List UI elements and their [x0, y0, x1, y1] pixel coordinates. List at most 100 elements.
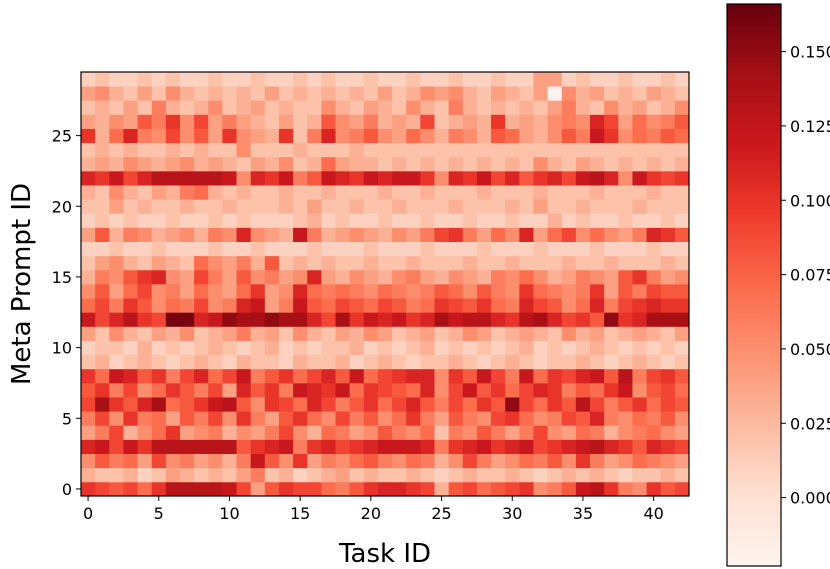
heatmap-cell: [448, 128, 464, 144]
heatmap-cell: [519, 411, 534, 426]
heatmap-cell: [434, 170, 450, 186]
heatmap-cell: [476, 128, 492, 144]
heatmap-cell: [137, 284, 153, 299]
heatmap-cell: [420, 439, 435, 454]
heatmap-cell: [604, 185, 619, 200]
heatmap-cell: [81, 100, 96, 115]
heatmap-cell: [123, 114, 138, 129]
heatmap-cell: [561, 185, 577, 200]
heatmap-cell: [349, 382, 365, 398]
heatmap-cell: [420, 326, 435, 341]
heatmap-cell: [646, 439, 662, 454]
heatmap-cell: [646, 453, 662, 469]
heatmap-cell: [674, 481, 690, 497]
heatmap-cell: [491, 284, 506, 299]
heatmap-cell: [307, 199, 322, 214]
x-tick-label: 10: [219, 504, 239, 523]
heatmap-cell: [406, 382, 421, 398]
heatmap-cell: [448, 298, 464, 313]
heatmap-cell: [561, 241, 577, 257]
heatmap-cell: [618, 269, 633, 285]
heatmap-cell: [349, 298, 365, 313]
heatmap-cell: [349, 284, 365, 299]
heatmap-cell: [505, 481, 520, 497]
heatmap-cell: [194, 397, 209, 412]
heatmap-cell: [434, 326, 450, 341]
heatmap-cell: [123, 340, 138, 356]
heatmap-cell: [632, 156, 647, 172]
heatmap-cell: [137, 72, 153, 87]
heatmap-cell: [491, 100, 506, 115]
heatmap-cell: [307, 382, 322, 398]
heatmap-cell: [236, 170, 252, 186]
heatmap-cell: [377, 397, 393, 412]
heatmap-cell: [123, 128, 138, 144]
heatmap-cell: [660, 382, 676, 398]
heatmap-cell: [575, 411, 591, 426]
heatmap-cell: [349, 425, 365, 440]
heatmap-cell: [434, 185, 450, 200]
heatmap-cell: [377, 72, 393, 87]
heatmap-cell: [179, 467, 195, 483]
heatmap-cell: [618, 368, 633, 384]
heatmap-cell: [660, 411, 676, 426]
heatmap-cell: [646, 213, 662, 228]
heatmap-cell: [264, 382, 280, 398]
heatmap-cell: [462, 100, 478, 115]
heatmap-cell: [462, 298, 478, 313]
heatmap-cell: [519, 425, 534, 440]
heatmap-cell: [533, 86, 549, 101]
heatmap-cell: [95, 86, 110, 101]
heatmap-cell: [392, 213, 407, 228]
heatmap-cell: [109, 142, 124, 158]
heatmap-cell: [660, 284, 676, 299]
heatmap-cell: [236, 100, 252, 115]
heatmap-cell: [448, 156, 464, 172]
heatmap-cell: [533, 312, 549, 327]
heatmap-cell: [646, 354, 662, 370]
heatmap-cell: [208, 100, 223, 115]
heatmap-cell: [250, 100, 266, 115]
heatmap-cell: [420, 354, 435, 370]
heatmap-cell: [349, 411, 365, 426]
heatmap-cell: [434, 284, 450, 299]
heatmap-cell: [137, 354, 153, 370]
heatmap-cell: [293, 467, 308, 483]
heatmap-cell: [604, 142, 619, 158]
heatmap-cell: [236, 284, 252, 299]
heatmap-cell: [462, 170, 478, 186]
heatmap-cell: [109, 114, 124, 129]
heatmap-cell: [264, 397, 280, 412]
heatmap-cell: [491, 128, 506, 144]
heatmap-cell: [264, 368, 280, 384]
heatmap-cell: [646, 269, 662, 285]
heatmap-cell: [109, 100, 124, 115]
heatmap-cell: [179, 199, 195, 214]
heatmap-cell: [293, 156, 308, 172]
heatmap-cell: [547, 284, 563, 299]
heatmap-cell: [547, 397, 563, 412]
heatmap-cell: [575, 298, 591, 313]
heatmap-cell: [321, 340, 336, 356]
heatmap-cell: [547, 453, 563, 469]
heatmap-cell: [377, 411, 393, 426]
heatmap-cell: [618, 255, 633, 271]
heatmap-cell: [222, 354, 237, 370]
heatmap-cell: [632, 241, 647, 257]
heatmap-cell: [363, 354, 379, 370]
x-axis-label: Task ID: [338, 539, 431, 569]
heatmap-cell: [236, 411, 252, 426]
heatmap-cell: [236, 255, 252, 271]
heatmap-cell: [434, 298, 450, 313]
colorbar-tick-label: 0.000: [790, 489, 830, 508]
heatmap-cell: [646, 368, 662, 384]
heatmap-cell: [208, 156, 223, 172]
heatmap-cell: [420, 312, 435, 327]
heatmap-cell: [561, 86, 577, 101]
heatmap-cell: [420, 397, 435, 412]
heatmap-cell: [95, 284, 110, 299]
heatmap-cell: [561, 326, 577, 341]
heatmap-cell: [519, 453, 534, 469]
heatmap-cell: [349, 326, 365, 341]
heatmap-cell: [561, 298, 577, 313]
